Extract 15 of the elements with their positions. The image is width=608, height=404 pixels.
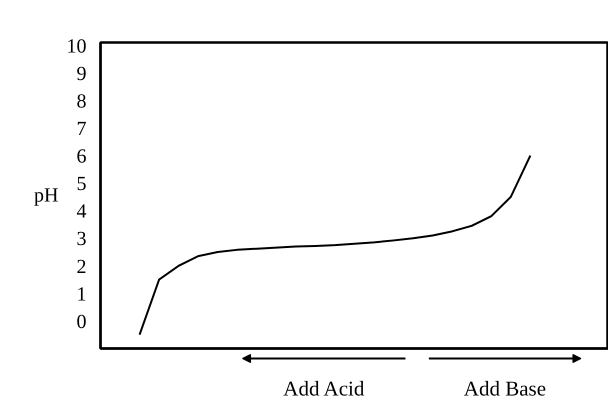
text: Add Acid xyxy=(283,376,365,400)
text: Add Base xyxy=(464,376,546,400)
y-tick-label: 8 xyxy=(76,90,86,112)
y-tick-label: 9 xyxy=(76,62,86,85)
y-tick-label: 1 xyxy=(76,283,86,306)
y-tick-label: 6 xyxy=(76,146,86,168)
line-series xyxy=(138,154,532,336)
y-tick-label: 4 xyxy=(76,200,86,223)
y-tick-label: 5 xyxy=(76,173,86,196)
y-axis-title: pH xyxy=(34,184,59,206)
y-tick-label: 3 xyxy=(76,228,86,250)
y-tick-label: 7 xyxy=(76,118,86,140)
y-tick-label: 2 xyxy=(76,256,86,278)
y-tick-label: 0 xyxy=(76,310,86,333)
y-tick-label: 10 xyxy=(66,35,86,58)
